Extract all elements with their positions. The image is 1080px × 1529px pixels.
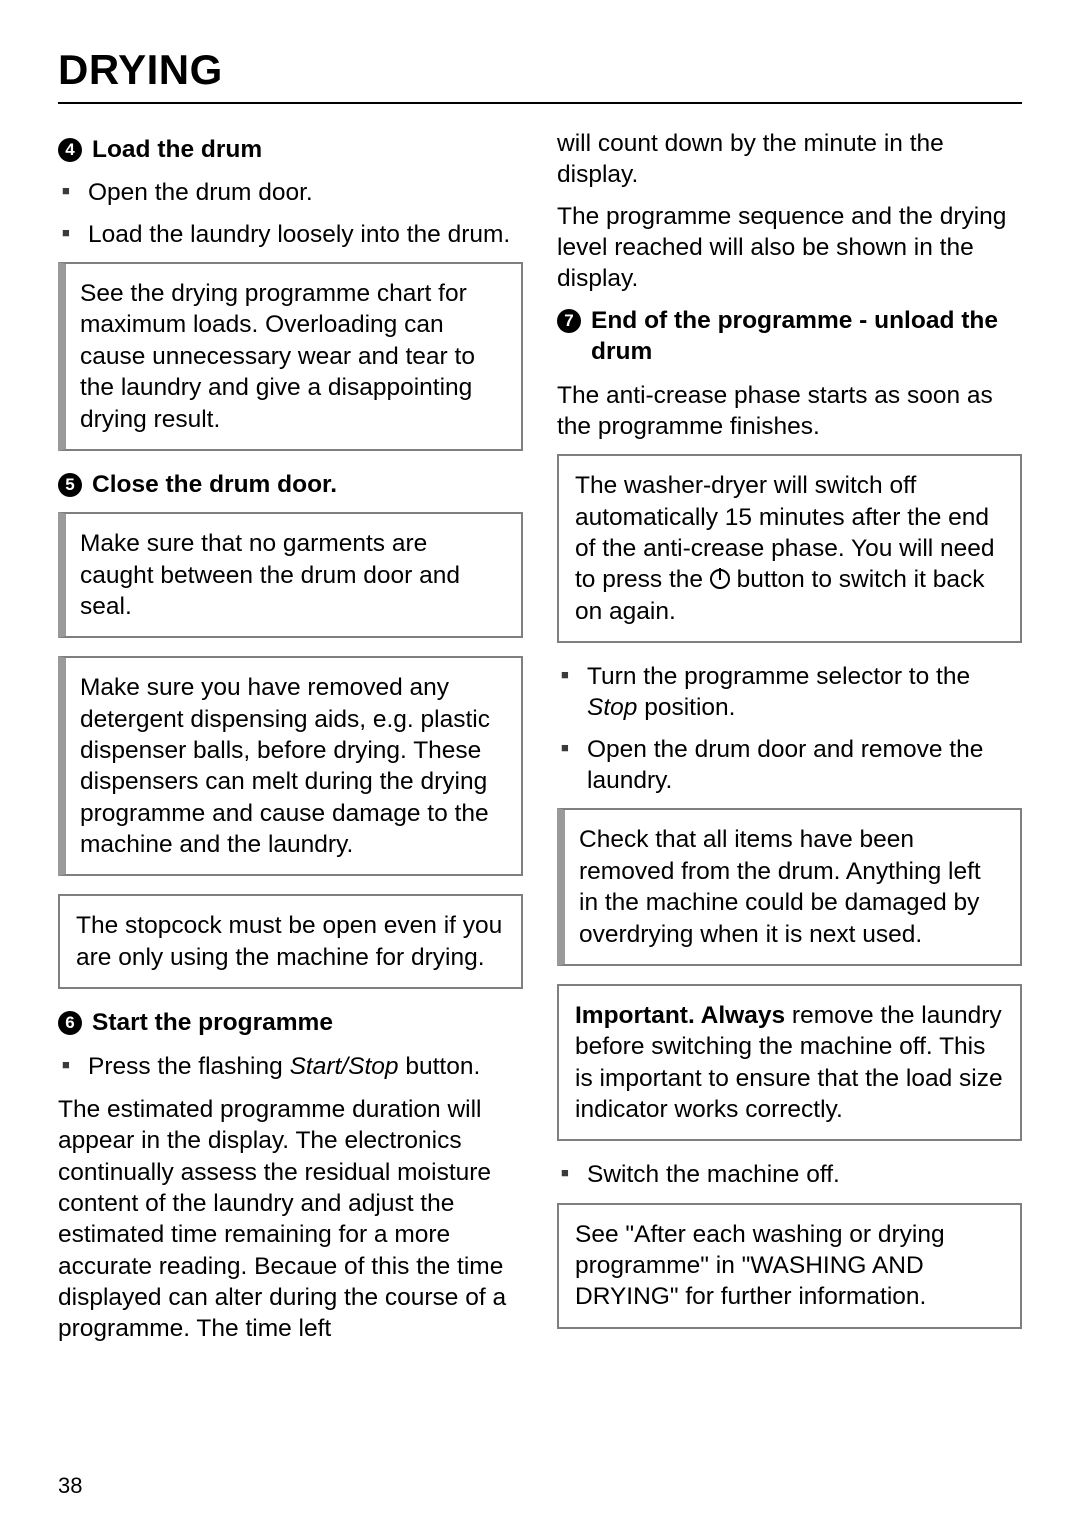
page: DRYING 4 Load the drum Open the drum doo… (0, 0, 1080, 1529)
page-title: DRYING (58, 46, 1022, 94)
list-item: Press the flashing Start/Stop button. (58, 1051, 523, 1082)
power-icon (710, 569, 730, 589)
note-box: See the drying programme chart for maxim… (58, 262, 523, 451)
italic-term: Start/Stop (290, 1053, 399, 1080)
important-label: Important. Always (575, 1002, 785, 1029)
section-7-heading: 7 End of the programme - unload the drum (557, 305, 1022, 368)
columns: 4 Load the drum Open the drum door. Load… (58, 128, 1022, 1355)
note-box: The washer-dryer will switch off automat… (557, 454, 1022, 643)
title-rule (58, 102, 1022, 104)
list-item: Load the laundry loosely into the drum. (58, 219, 523, 250)
note-box: The stopcock must be open even if you ar… (58, 894, 523, 989)
section-7-list-a: Turn the programme selector to the Stop … (557, 661, 1022, 796)
section-6-list: Press the flashing Start/Stop button. (58, 1051, 523, 1082)
paragraph: The estimated programme duration will ap… (58, 1094, 523, 1345)
step-badge-7: 7 (557, 309, 581, 333)
list-item: Switch the machine off. (557, 1159, 1022, 1190)
list-item: Turn the programme selector to the Stop … (557, 661, 1022, 724)
section-4-heading: 4 Load the drum (58, 134, 523, 165)
paragraph: The anti-crease phase starts as soon as … (557, 380, 1022, 443)
section-4-title: Load the drum (92, 134, 262, 165)
page-number: 38 (58, 1473, 82, 1499)
section-7-title: End of the programme - unload the drum (591, 305, 1022, 368)
note-box: Make sure you have removed any detergent… (58, 656, 523, 876)
step-badge-5: 5 (58, 473, 82, 497)
text: Press the flashing (88, 1053, 290, 1080)
step-badge-6: 6 (58, 1011, 82, 1035)
note-box: Check that all items have been removed f… (557, 808, 1022, 965)
section-6-title: Start the programme (92, 1007, 333, 1038)
text: Turn the programme selector to the (587, 663, 970, 690)
section-5-title: Close the drum door. (92, 469, 337, 500)
paragraph: The programme sequence and the drying le… (557, 201, 1022, 295)
important-box: Important. Always remove the laundry bef… (557, 984, 1022, 1141)
italic-term: Stop (587, 694, 637, 721)
step-badge-4: 4 (58, 138, 82, 162)
text: position. (637, 694, 735, 721)
list-item: Open the drum door and remove the laundr… (557, 734, 1022, 797)
left-column: 4 Load the drum Open the drum door. Load… (58, 128, 523, 1355)
section-4-list: Open the drum door. Load the laundry loo… (58, 177, 523, 250)
list-item: Open the drum door. (58, 177, 523, 208)
paragraph: will count down by the minute in the dis… (557, 128, 1022, 191)
section-5-heading: 5 Close the drum door. (58, 469, 523, 500)
right-column: will count down by the minute in the dis… (557, 128, 1022, 1355)
section-6-heading: 6 Start the programme (58, 1007, 523, 1038)
note-box: Make sure that no garments are caught be… (58, 512, 523, 638)
text: button. (399, 1053, 481, 1080)
note-box: See "After each washing or drying progra… (557, 1203, 1022, 1329)
section-7-list-b: Switch the machine off. (557, 1159, 1022, 1190)
